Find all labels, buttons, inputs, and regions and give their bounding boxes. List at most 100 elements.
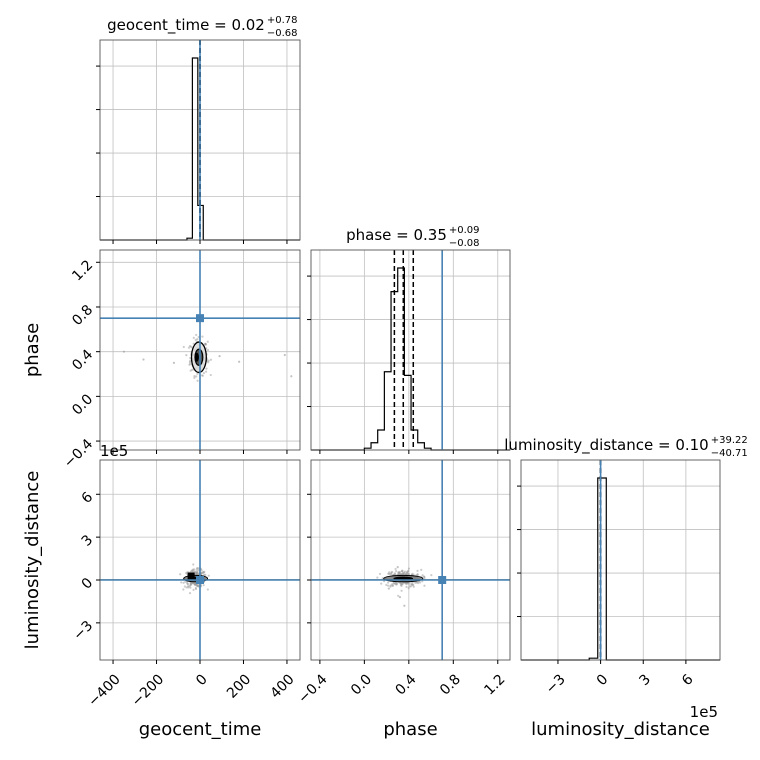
sample-point xyxy=(193,376,196,379)
sample-point xyxy=(378,572,382,576)
sample-point xyxy=(192,588,195,591)
sample-point xyxy=(405,571,409,574)
sample-point xyxy=(195,375,198,378)
sample-point xyxy=(189,359,192,362)
panel-luminosity_distance-vs-luminosity_distance xyxy=(517,459,721,664)
title-value: 0.02 xyxy=(231,16,264,34)
sample-point xyxy=(190,582,193,585)
panel-background xyxy=(521,460,720,660)
x-tick-label-geocent_time: 400 xyxy=(267,671,297,701)
sample-point xyxy=(194,587,198,591)
density-core-block xyxy=(187,572,195,580)
title-lower-error: −0.08 xyxy=(449,238,480,249)
sample-point xyxy=(423,575,426,579)
sample-point xyxy=(196,570,199,573)
title-upper-error: +0.78 xyxy=(267,15,298,26)
sample-point xyxy=(380,582,383,585)
sample-point xyxy=(187,586,190,589)
sample-point xyxy=(204,342,207,346)
title-prefix: phase = xyxy=(346,226,413,244)
panel-phase-vs-phase xyxy=(307,249,511,454)
sample-point xyxy=(290,375,293,378)
title-prefix: luminosity_distance = xyxy=(504,436,675,455)
sample-point xyxy=(403,604,406,607)
sample-point xyxy=(189,345,193,348)
sample-point xyxy=(183,585,186,588)
sample-point xyxy=(283,353,286,357)
sample-point xyxy=(398,596,402,599)
x-tick-label-phase: 1.2 xyxy=(481,671,508,698)
x-tick-label-luminosity_distance: −3 xyxy=(543,671,569,697)
sample-point xyxy=(415,581,418,584)
sample-point xyxy=(200,569,203,572)
sample-point xyxy=(430,574,433,577)
y-tick-label-luminosity_distance: 3 xyxy=(79,532,97,550)
title-value: 0.10 xyxy=(675,436,708,454)
sample-point xyxy=(201,571,205,575)
sample-point xyxy=(197,572,200,575)
panel-luminosity_distance-vs-geocent_time xyxy=(96,459,301,664)
truth-marker xyxy=(196,314,204,323)
histogram-title-phase: phase = 0.35 xyxy=(346,226,447,244)
sample-point xyxy=(201,335,204,338)
sample-point xyxy=(195,333,198,337)
sample-point xyxy=(386,581,390,584)
sample-point xyxy=(189,586,192,589)
sample-point xyxy=(411,581,414,584)
y-tick-label-luminosity_distance: 0 xyxy=(79,575,97,593)
x-tick-label-phase: 0.4 xyxy=(393,671,420,698)
y-tick-label-luminosity_distance: 6 xyxy=(79,489,97,507)
panel-geocent_time-vs-geocent_time xyxy=(96,39,301,244)
sample-point xyxy=(405,585,408,588)
sample-point xyxy=(182,345,185,349)
sample-point xyxy=(395,583,398,586)
sample-point xyxy=(391,584,394,587)
sample-point xyxy=(420,568,423,571)
sample-point xyxy=(172,361,176,364)
sample-point xyxy=(207,574,210,577)
sample-point xyxy=(407,569,410,572)
sample-point xyxy=(182,588,185,591)
sample-point xyxy=(122,350,126,353)
sample-point xyxy=(184,580,187,583)
sample-point xyxy=(185,354,188,357)
x-tick-label-geocent_time: −400 xyxy=(85,671,124,710)
sample-point xyxy=(188,362,192,365)
histogram-title-luminosity_distance: luminosity_distance = 0.10 xyxy=(504,436,708,455)
title-value: 0.35 xyxy=(413,226,446,244)
truth-marker xyxy=(196,576,204,584)
sample-point xyxy=(408,585,411,588)
y-axis-label-phase: phase xyxy=(22,323,43,377)
sample-point xyxy=(196,379,199,382)
x-axis-label-luminosity_distance: luminosity_distance xyxy=(531,719,710,740)
title-upper-error: +0.09 xyxy=(449,225,480,236)
sample-point xyxy=(204,370,208,373)
sample-point xyxy=(205,367,208,370)
sample-point xyxy=(192,342,195,345)
sample-point xyxy=(202,584,205,587)
x-tick-label-geocent_time: 200 xyxy=(224,671,254,701)
sample-point xyxy=(196,338,199,341)
sample-point xyxy=(185,586,188,589)
sample-point xyxy=(389,585,392,588)
sample-point xyxy=(209,358,213,361)
title-lower-error: −40.71 xyxy=(711,448,748,459)
sample-point xyxy=(142,358,145,361)
sample-point xyxy=(416,573,419,576)
y-axis-label-luminosity_distance: luminosity_distance xyxy=(22,471,43,650)
panel-content xyxy=(311,460,510,660)
truth-marker xyxy=(438,576,447,584)
sample-point xyxy=(202,372,206,375)
sample-point xyxy=(194,338,197,342)
panel-luminosity_distance-vs-phase xyxy=(307,459,511,664)
sample-point xyxy=(389,573,392,576)
sample-point xyxy=(387,584,390,587)
sample-point xyxy=(192,563,195,566)
sample-point xyxy=(192,336,195,339)
title-upper-error: +39.22 xyxy=(711,435,748,446)
sample-point xyxy=(193,582,197,585)
sample-point xyxy=(391,570,394,574)
sample-point xyxy=(218,355,221,358)
sample-point xyxy=(398,572,401,576)
x-offset-label: 1e5 xyxy=(690,703,718,721)
